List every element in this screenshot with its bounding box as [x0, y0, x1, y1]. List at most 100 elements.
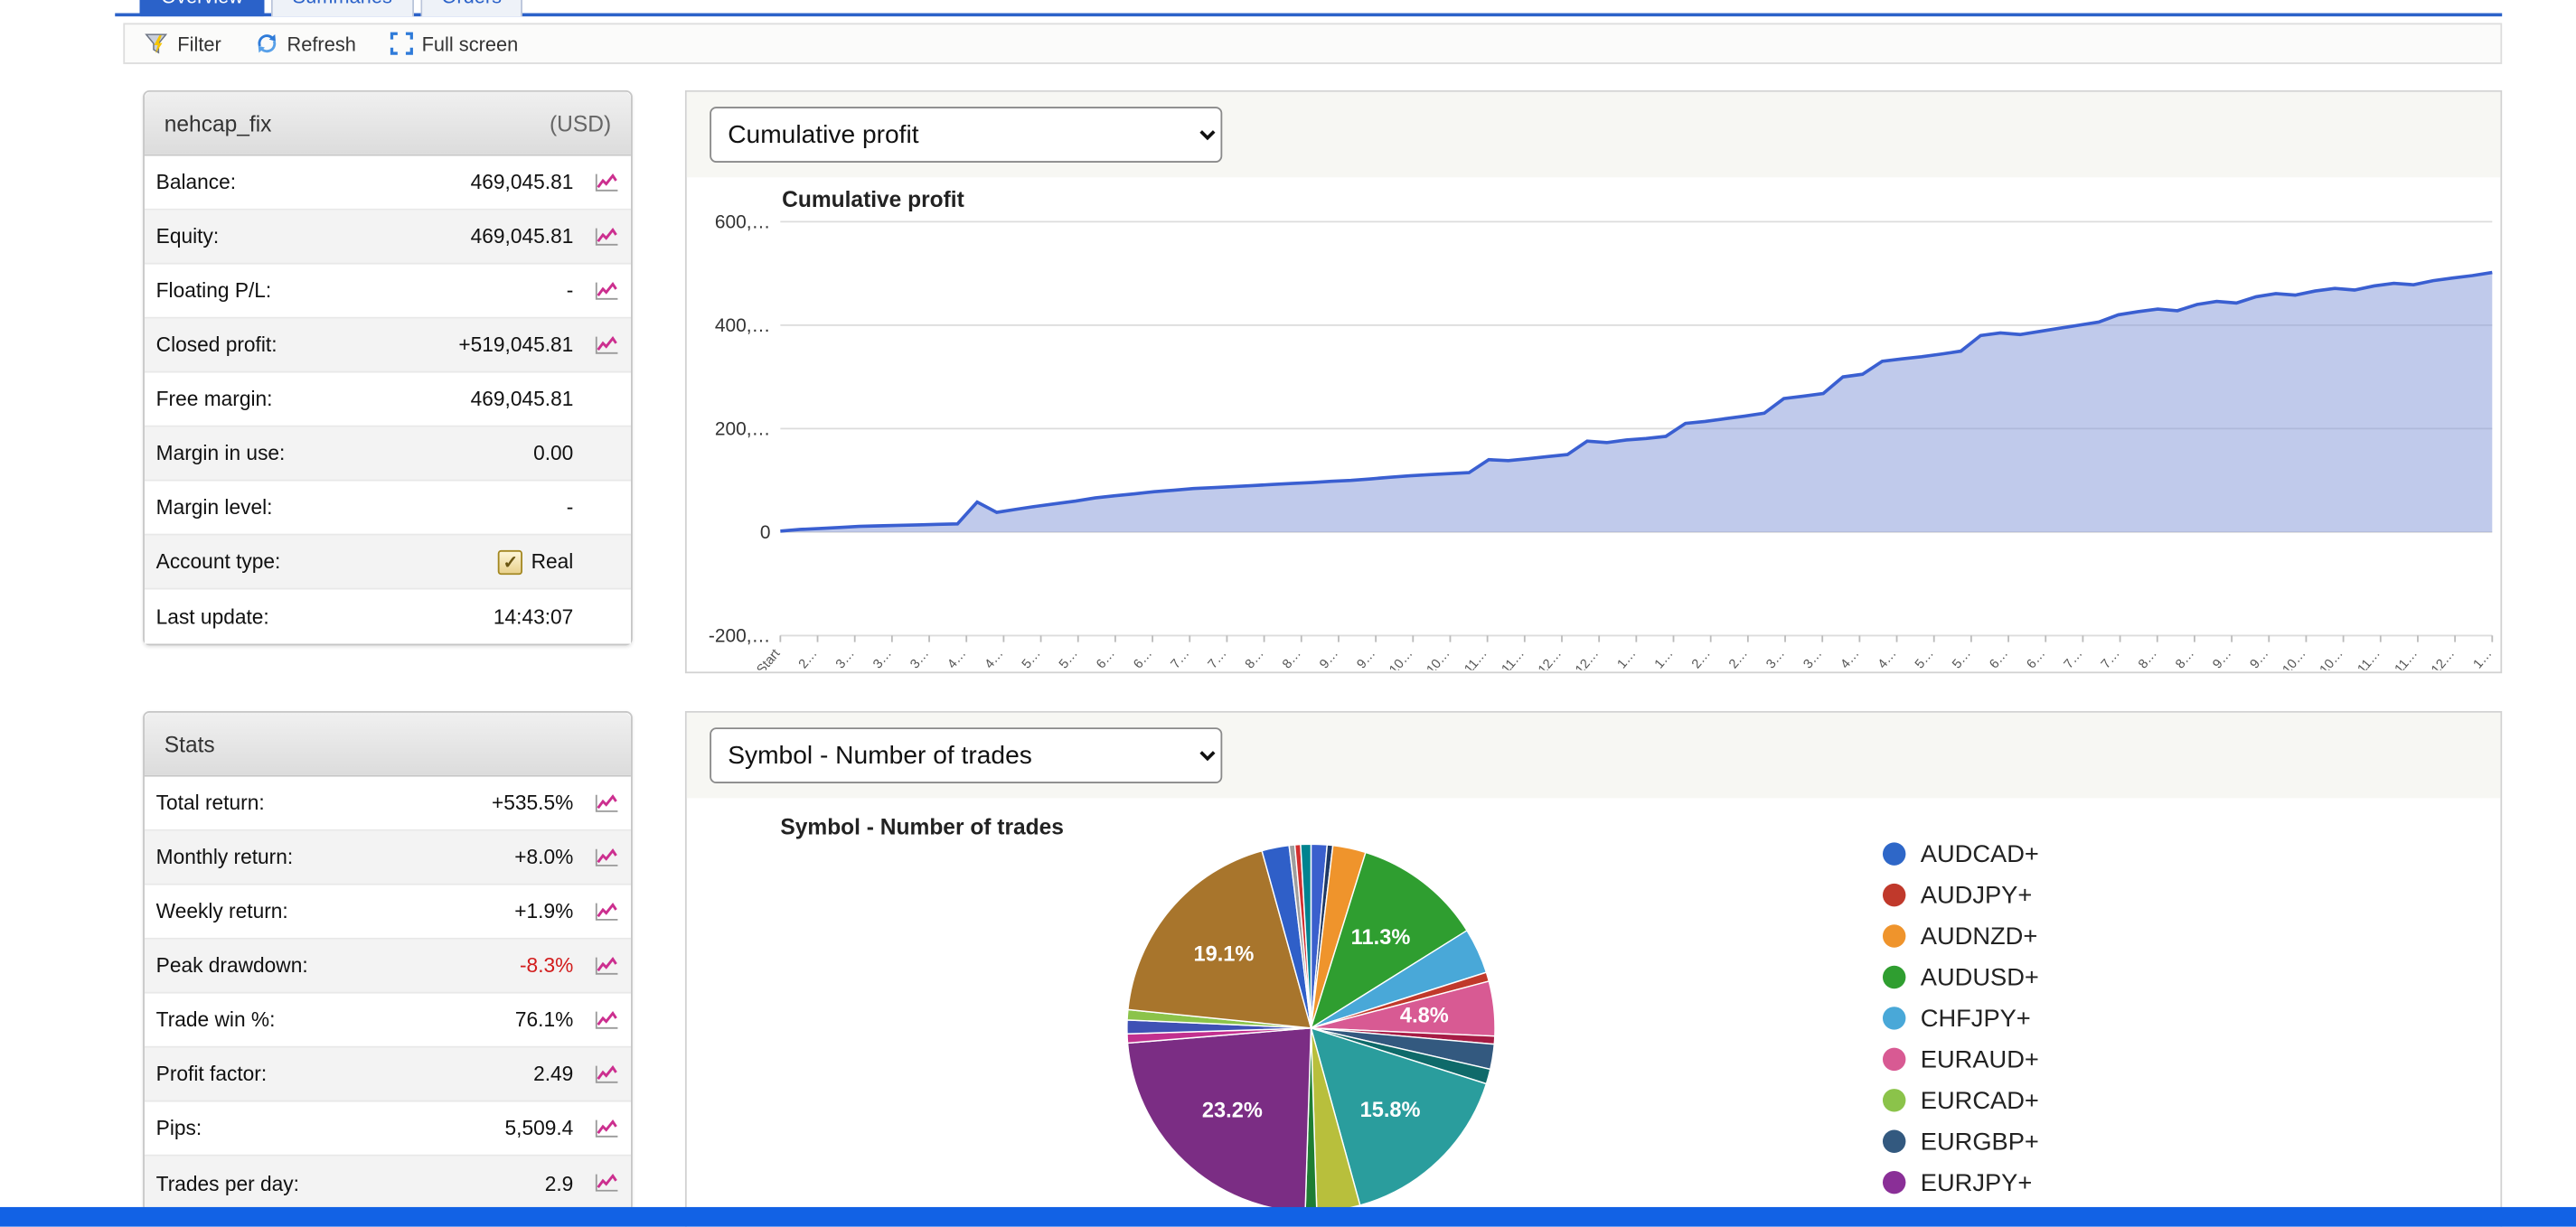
row-value: 2.9: [544, 1171, 574, 1195]
svg-text:11…: 11…: [2393, 647, 2421, 670]
svg-text:-200,…: -200,…: [709, 626, 771, 647]
legend-label: AUDUSD+: [1920, 963, 2039, 991]
row-label: Equity:: [155, 225, 220, 248]
svg-text:3…: 3…: [870, 647, 895, 670]
mini-chart-icon[interactable]: [595, 847, 619, 868]
filter-button[interactable]: Filter: [145, 32, 221, 55]
row-label: Floating P/L:: [155, 278, 272, 303]
stats-panel: Stats Total return: +535.5% Monthly return…: [143, 711, 633, 1213]
profit-chart-select[interactable]: Cumulative profit: [710, 107, 1223, 163]
mini-chart-icon[interactable]: [595, 1173, 619, 1194]
stats-title: Stats: [164, 731, 215, 757]
svg-text:10…: 10…: [2280, 647, 2309, 670]
legend-label: EURCAD+: [1920, 1086, 2039, 1115]
legend-item[interactable]: EURCAD+: [1882, 1086, 2039, 1115]
mini-chart-icon[interactable]: [595, 172, 619, 193]
refresh-button[interactable]: Refresh: [254, 32, 356, 56]
legend-item[interactable]: AUDCAD+: [1882, 840, 2039, 868]
row-label: Account type:: [155, 549, 281, 574]
svg-text:8…: 8…: [2173, 647, 2197, 670]
svg-text:0: 0: [760, 522, 771, 543]
svg-text:4…: 4…: [1876, 647, 1900, 670]
legend-dot: [1882, 1007, 1906, 1030]
mini-chart-icon[interactable]: [595, 334, 619, 356]
mini-chart-icon[interactable]: [595, 226, 619, 248]
svg-text:10…: 10…: [1387, 647, 1415, 670]
mini-chart-icon[interactable]: [595, 280, 619, 302]
svg-text:8…: 8…: [1243, 647, 1267, 670]
tab-summaries[interactable]: Summaries: [270, 0, 414, 17]
svg-text:8…: 8…: [2136, 647, 2160, 670]
symbols-chart-select[interactable]: Symbol - Number of trades: [710, 727, 1223, 783]
stats-rows: Total return: +535.5% Monthly return: +8.0%…: [144, 776, 631, 1211]
tab-overview[interactable]: Overview: [139, 0, 265, 17]
legend-item[interactable]: EURAUD+: [1882, 1045, 2039, 1073]
row-label: Margin level:: [155, 495, 273, 520]
row-value: -: [566, 495, 574, 520]
row-value: 0.00: [533, 441, 574, 465]
mini-chart-icon[interactable]: [595, 901, 619, 923]
row-label: Weekly return:: [155, 900, 288, 923]
table-row: Margin level: -: [144, 481, 631, 536]
icon-slot: [583, 847, 619, 868]
pie-chart-title: Symbol - Number of trades: [780, 814, 1064, 839]
mini-chart-icon[interactable]: [595, 792, 619, 814]
svg-text:10…: 10…: [2317, 647, 2346, 670]
mini-chart-icon[interactable]: [595, 955, 619, 977]
legend-item[interactable]: AUDNZD+: [1882, 923, 2039, 950]
legend-item[interactable]: CHFJPY+: [1882, 1004, 2039, 1033]
svg-text:4…: 4…: [982, 647, 1007, 670]
svg-text:23.2%: 23.2%: [1202, 1100, 1263, 1123]
svg-text:11…: 11…: [2355, 647, 2383, 670]
legend-item[interactable]: EURJPY+: [1882, 1168, 2039, 1196]
legend-item[interactable]: AUDUSD+: [1882, 963, 2039, 991]
legend-item[interactable]: EURGBP+: [1882, 1127, 2039, 1156]
legend-dot: [1882, 842, 1906, 866]
tab-orders[interactable]: Orders: [419, 0, 523, 17]
table-row: Floating P/L: -: [144, 264, 631, 319]
toolbar: Filter Refresh Full screen: [123, 23, 2503, 64]
icon-slot: [583, 226, 619, 248]
row-value: 469,045.81: [470, 171, 574, 194]
fullscreen-button[interactable]: Full screen: [389, 32, 518, 56]
svg-text:4…: 4…: [945, 647, 969, 670]
table-row: Account type: ✓ Real: [144, 535, 631, 590]
legend-item[interactable]: AUDJPY+: [1882, 881, 2039, 910]
mini-chart-icon[interactable]: [595, 1118, 619, 1139]
svg-text:11…: 11…: [1500, 647, 1528, 670]
svg-text:7…: 7…: [1206, 647, 1230, 670]
svg-text:12…: 12…: [1536, 647, 1565, 670]
symbol-trades-pie-chart: 11.3% 4.8% 15.8% 23.2% 19.1%: [1126, 843, 1496, 1213]
tab-bar: Overview Summaries Orders: [139, 0, 523, 17]
legend-dot: [1882, 1089, 1906, 1112]
svg-text:6…: 6…: [1987, 647, 2011, 670]
mini-chart-icon[interactable]: [595, 1009, 619, 1031]
fullscreen-label: Full screen: [421, 32, 519, 55]
svg-text:19.1%: 19.1%: [1193, 943, 1254, 967]
row-value: 2.49: [533, 1062, 574, 1086]
svg-text:5…: 5…: [1057, 647, 1081, 670]
legend-dot: [1882, 965, 1906, 989]
svg-text:5…: 5…: [1020, 647, 1044, 670]
mini-chart-icon[interactable]: [595, 1063, 619, 1085]
legend-label: CHFJPY+: [1920, 1004, 2031, 1033]
svg-text:5…: 5…: [1913, 647, 1937, 670]
account-panel: nehcap_fix (USD) Balance: 469,045.81 Equit…: [143, 89, 633, 646]
svg-text:600,…: 600,…: [715, 212, 771, 233]
row-value: +535.5%: [492, 791, 574, 815]
symbol-trades-card: Symbol - Number of trades Symbol - Numbe…: [684, 711, 2503, 1227]
svg-text:6…: 6…: [1131, 647, 1155, 670]
table-row: Peak drawdown: -8.3%: [144, 939, 631, 994]
row-label: Total return:: [155, 791, 265, 815]
account-name: nehcap_fix: [164, 110, 272, 136]
svg-text:Start: Start: [754, 647, 783, 670]
icon-slot: [583, 334, 619, 356]
profit-card-header: Cumulative profit: [686, 91, 2501, 178]
svg-text:7…: 7…: [2099, 647, 2123, 670]
icon-slot: [583, 280, 619, 302]
row-label: Profit factor:: [155, 1062, 268, 1086]
row-value: 76.1%: [514, 1008, 574, 1032]
legend-label: AUDJPY+: [1920, 881, 2033, 910]
icon-slot: [583, 955, 619, 977]
legend-label: EURGBP+: [1920, 1127, 2039, 1156]
